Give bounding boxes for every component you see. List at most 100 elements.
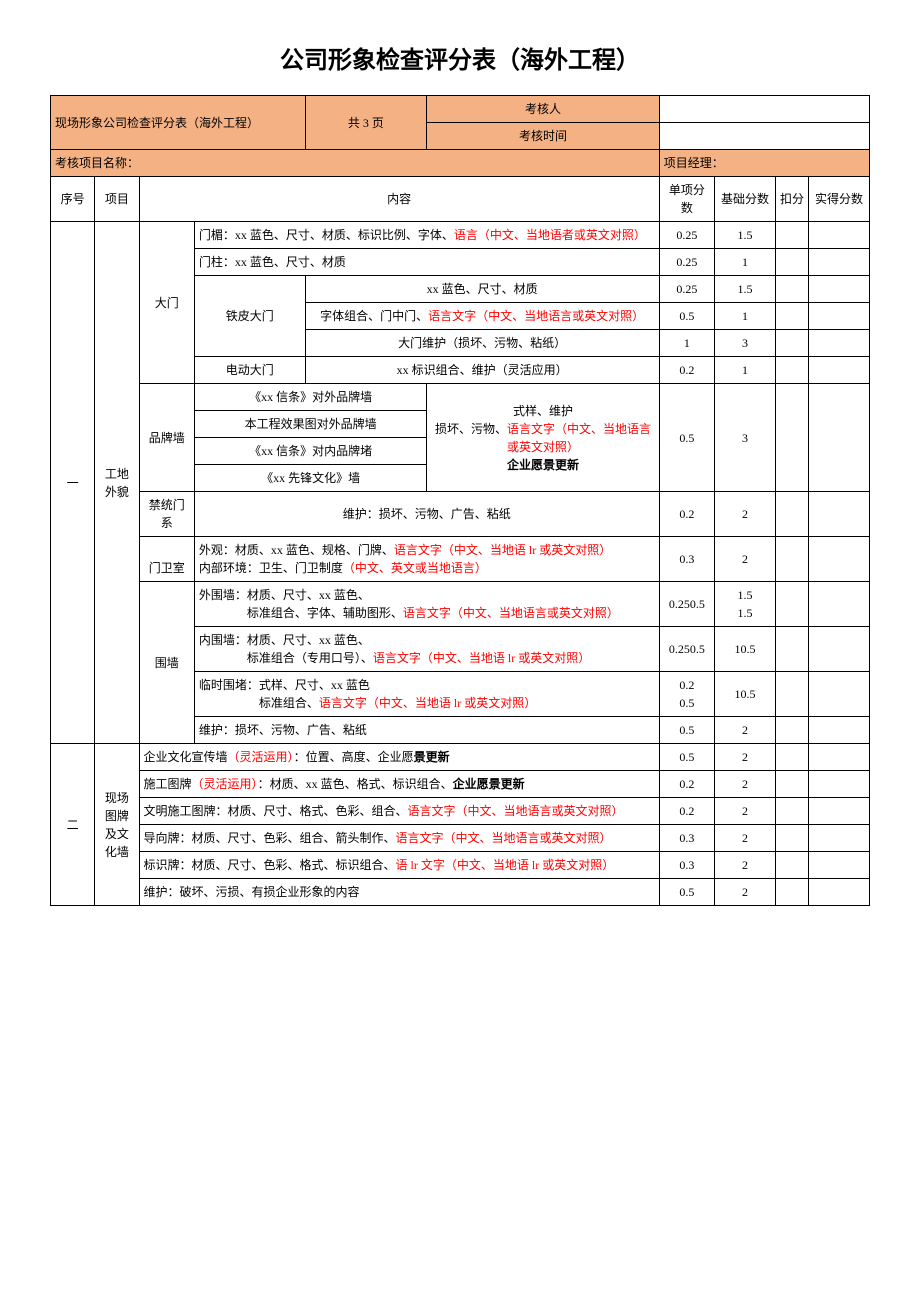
wall-r3-deduct[interactable] (775, 672, 808, 717)
form-title: 现场形象公司检查评分表（海外工程） (51, 96, 306, 150)
brand-d: 《xx 先锋文化》墙 (194, 465, 426, 492)
wall-r4: 维护：损坏、污物、广告、粘纸 (194, 717, 659, 744)
brand-s2: 3 (715, 384, 776, 492)
wall-r3-actual[interactable] (809, 672, 870, 717)
assessor-value[interactable] (659, 96, 869, 123)
gate-r4: 字体组合、门中门、语言文字（中文、当地语言或英文对照） (305, 303, 659, 330)
gate-r2-s1: 0.25 (659, 249, 714, 276)
gate-r5-actual[interactable] (809, 330, 870, 357)
gate-r6: xx 标识组合、维护（灵活应用） (305, 357, 659, 384)
sec2-r6: 维护：破坏、污损、有损企业形象的内容 (139, 879, 659, 906)
wall-r2-deduct[interactable] (775, 627, 808, 672)
sec1-seq: 一 (51, 222, 95, 744)
sec2-r4-deduct[interactable] (775, 825, 808, 852)
sec2-r3-deduct[interactable] (775, 798, 808, 825)
sec2-r6-s2: 2 (715, 879, 776, 906)
sec2-r1: 企业文化宣传墙（灵活运用）：位置、高度、企业愿景更新 (139, 744, 659, 771)
wall-r4-deduct[interactable] (775, 717, 808, 744)
project-name-label: 考核项目名称： (51, 150, 660, 177)
brand-actual[interactable] (809, 384, 870, 492)
gate-r1-s1: 0.25 (659, 222, 714, 249)
col-actual: 实得分数 (809, 177, 870, 222)
wall-label: 围墙 (139, 582, 194, 744)
gate-r2-deduct[interactable] (775, 249, 808, 276)
gate-r2-actual[interactable] (809, 249, 870, 276)
gate-r1-actual[interactable] (809, 222, 870, 249)
wall-r2-s2: 10.5 (715, 627, 776, 672)
gate-r5: 大门维护（损坏、污物、粘纸） (305, 330, 659, 357)
wall-r3-s2: 10.5 (715, 672, 776, 717)
wall-r4-actual[interactable] (809, 717, 870, 744)
brand-right: 式样、维护 损坏、污物、语言文字（中文、当地语言或英文对照） 企业愿景更新 (427, 384, 659, 492)
sec2-r1-actual[interactable] (809, 744, 870, 771)
sec2-r5-deduct[interactable] (775, 852, 808, 879)
forbid-s1: 0.2 (659, 492, 714, 537)
gate-r4-s1: 0.5 (659, 303, 714, 330)
sec2-r6-actual[interactable] (809, 879, 870, 906)
forbid-s2: 2 (715, 492, 776, 537)
gate-r2: 门柱：xx 蓝色、尺寸、材质 (194, 249, 659, 276)
sec2-r4-s1: 0.3 (659, 825, 714, 852)
sec2-r5-actual[interactable] (809, 852, 870, 879)
sec2-r5: 标识牌：材质、尺寸、色彩、格式、标识组合、语 lr 文字（中文、当地语 lr 或… (139, 852, 659, 879)
guard-actual[interactable] (809, 537, 870, 582)
brand-c: 《xx 信条》对内品牌堵 (194, 438, 426, 465)
gate-r3-s1: 0.25 (659, 276, 714, 303)
sec2-r4-s2: 2 (715, 825, 776, 852)
sec2-r2-actual[interactable] (809, 771, 870, 798)
wall-r1-s2: 1.51.5 (715, 582, 776, 627)
col-item: 项目 (95, 177, 139, 222)
wall-r4-s1: 0.5 (659, 717, 714, 744)
wall-r2: 内围墙：材质、尺寸、xx 蓝色、 标准组合（专用口号）、语言文字（中文、当地语 … (194, 627, 659, 672)
wall-r4-s2: 2 (715, 717, 776, 744)
forbid-actual[interactable] (809, 492, 870, 537)
gate-r3-deduct[interactable] (775, 276, 808, 303)
gate-r1-deduct[interactable] (775, 222, 808, 249)
gate-r4-actual[interactable] (809, 303, 870, 330)
sec2-r6-s1: 0.5 (659, 879, 714, 906)
brand-b: 本工程效果图对外品牌墙 (194, 411, 426, 438)
sec2-r2-s1: 0.2 (659, 771, 714, 798)
pages: 共 3 页 (305, 96, 427, 150)
sec2-r1-deduct[interactable] (775, 744, 808, 771)
gate-r3: xx 蓝色、尺寸、材质 (305, 276, 659, 303)
brand-deduct[interactable] (775, 384, 808, 492)
assess-time-value[interactable] (659, 123, 869, 150)
sec2-r6-deduct[interactable] (775, 879, 808, 906)
page-title: 公司形象检查评分表（海外工程） (50, 40, 870, 75)
sec2-r2: 施工图牌（灵活运用）：材质、xx 蓝色、格式、标识组合、企业愿景更新 (139, 771, 659, 798)
sec2-r2-deduct[interactable] (775, 771, 808, 798)
guard-s1: 0.3 (659, 537, 714, 582)
gate-r5-deduct[interactable] (775, 330, 808, 357)
sec2-r1-s2: 2 (715, 744, 776, 771)
sec1-item: 工地外貌 (95, 222, 139, 744)
sec2-r4-actual[interactable] (809, 825, 870, 852)
guard-content: 外观：材质、xx 蓝色、规格、门牌、语言文字（中文、当地语 lr 或英文对照） … (194, 537, 659, 582)
assess-time-label: 考核时间 (427, 123, 659, 150)
sec2-r5-s1: 0.3 (659, 852, 714, 879)
gate-r4-deduct[interactable] (775, 303, 808, 330)
sec2-r3-actual[interactable] (809, 798, 870, 825)
sec2-r3: 文明施工图牌：材质、尺寸、格式、色彩、组合、语言文字（中文、当地语言或英文对照） (139, 798, 659, 825)
gate-r6-deduct[interactable] (775, 357, 808, 384)
guard-s2: 2 (715, 537, 776, 582)
guard-deduct[interactable] (775, 537, 808, 582)
gate-r1: 门楣：xx 蓝色、尺寸、材质、标识比例、字体、语言（中文、当地语者或英文对照） (194, 222, 659, 249)
sec2-r5-s2: 2 (715, 852, 776, 879)
wall-r2-actual[interactable] (809, 627, 870, 672)
col-deduct: 扣分 (775, 177, 808, 222)
col-base: 基础分数 (715, 177, 776, 222)
gate-r3-actual[interactable] (809, 276, 870, 303)
gate-r3-s2: 1.5 (715, 276, 776, 303)
forbid-content: 维护：损坏、污物、广告、粘纸 (194, 492, 659, 537)
gate-r6-s2: 1 (715, 357, 776, 384)
gate-r4-s2: 1 (715, 303, 776, 330)
sec2-r1-s1: 0.5 (659, 744, 714, 771)
wall-r1-actual[interactable] (809, 582, 870, 627)
wall-r1-deduct[interactable] (775, 582, 808, 627)
gate-r2-s2: 1 (715, 249, 776, 276)
forbid-deduct[interactable] (775, 492, 808, 537)
gate-r6-actual[interactable] (809, 357, 870, 384)
wall-r1: 外围墙：材质、尺寸、xx 蓝色、 标准组合、字体、辅助图形、语言文字（中文、当地… (194, 582, 659, 627)
sec2-r3-s2: 2 (715, 798, 776, 825)
